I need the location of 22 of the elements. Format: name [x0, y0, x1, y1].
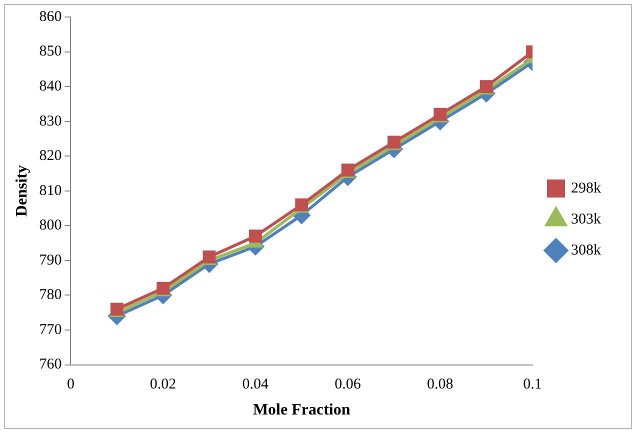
legend-label: 298k	[571, 180, 602, 196]
x-tick-label: 0.04	[242, 376, 270, 393]
x-tick-label: 0.02	[150, 376, 176, 393]
x-tick-label: 0	[66, 376, 74, 393]
y-tick-label: 840	[39, 78, 62, 94]
y-tick-label: 810	[39, 182, 62, 199]
y-tick-label: 850	[39, 44, 62, 60]
y-tick-label: 830	[39, 113, 62, 130]
x-tick-label: 0.06	[334, 376, 362, 393]
y-tick-label: 790	[39, 252, 62, 268]
y-tick-label: 820	[39, 148, 62, 164]
y-tick-label: 780	[39, 287, 62, 304]
x-tick-label: 0.08	[427, 376, 454, 393]
x-axis-title: Mole Fraction	[252, 402, 350, 419]
y-tick-label: 760	[39, 356, 62, 373]
y-tick-label: 860	[39, 8, 62, 25]
x-tick-label: 0.1	[523, 376, 542, 393]
legend-label: 308k	[571, 242, 602, 258]
y-axis-title: Density	[14, 165, 31, 217]
y-tick-label: 770	[39, 322, 62, 338]
y-tick-label: 800	[39, 218, 62, 234]
legend-label: 303k	[571, 211, 602, 228]
